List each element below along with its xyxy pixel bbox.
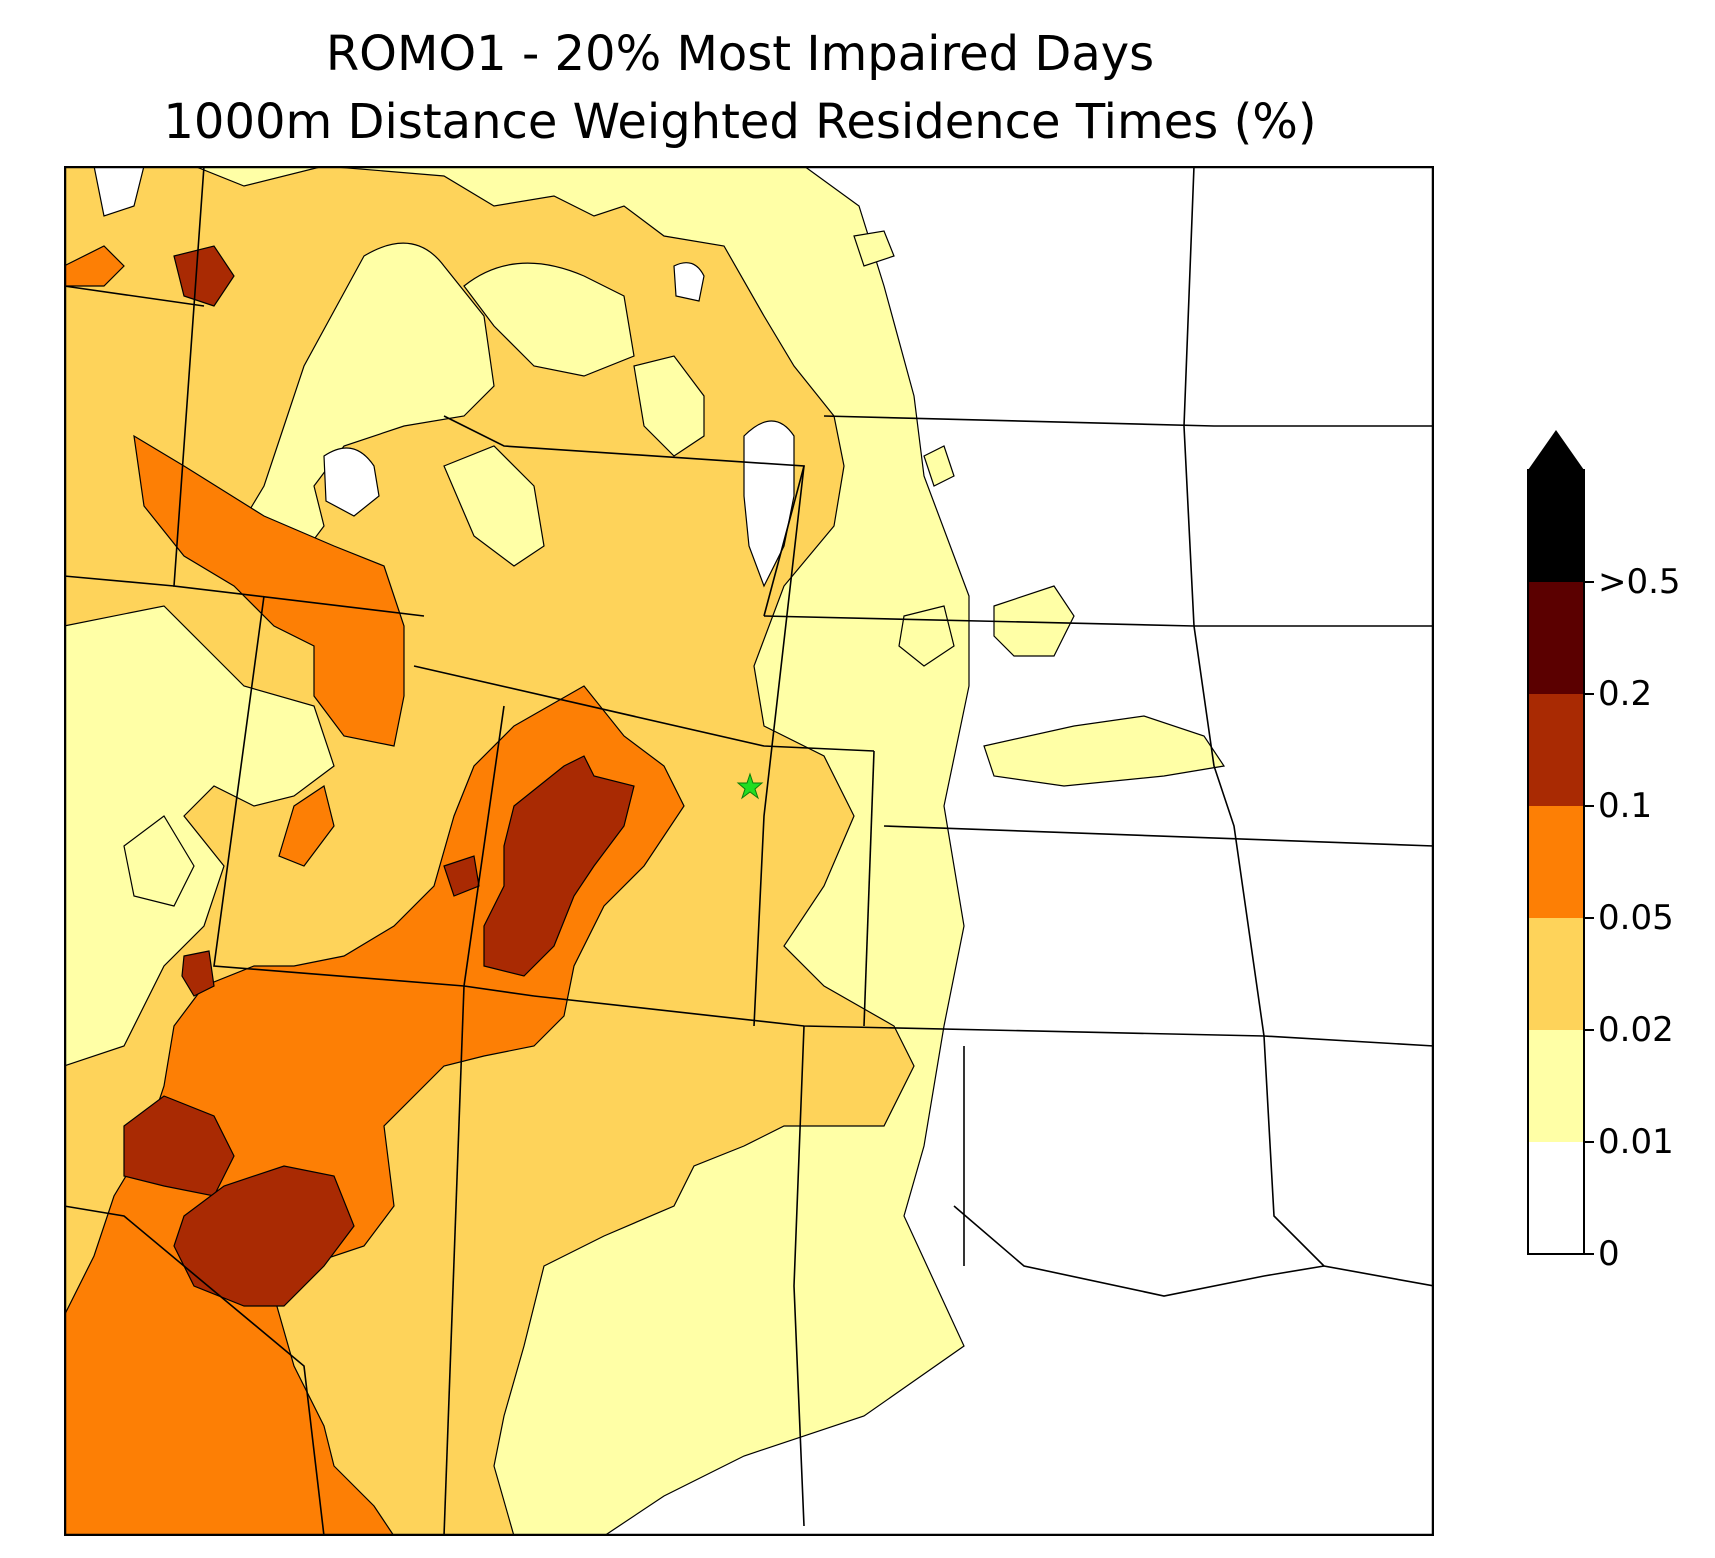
- state-boundaries: [64, 166, 1434, 1536]
- colorbar-tick-label: 0: [1598, 1234, 1620, 1274]
- contour-0.1-0.2: [181, 950, 215, 997]
- colorbar-tick-label: 0.1: [1598, 786, 1653, 826]
- contour-0-0.01: [673, 262, 705, 302]
- residence-time-map: [64, 166, 1434, 1536]
- colorbar-segment: [1528, 918, 1584, 1030]
- colorbar-tick-label: >0.5: [1598, 562, 1681, 602]
- colorbar-segment: [1528, 1142, 1584, 1254]
- colorbar-segment: [1528, 470, 1584, 582]
- colorbar-frame: [1527, 469, 1585, 1255]
- contour-0.01-0.02: [443, 445, 545, 567]
- colorbar: [1527, 430, 1594, 1255]
- colorbar-tick-label: 0.05: [1598, 898, 1674, 938]
- contour-0.05-0.1: [133, 434, 405, 747]
- map-title-line2: 1000m Distance Weighted Residence Times …: [163, 94, 1317, 150]
- contour-0.1-0.2: [173, 245, 235, 307]
- colorbar-tick-label: 0.02: [1598, 1010, 1674, 1050]
- contour-0.05-0.1: [64, 245, 125, 287]
- contour-0.05-0.1: [278, 785, 335, 867]
- contour-0.01-0.02: [923, 445, 955, 487]
- contour-0.01-0.02: [463, 262, 635, 377]
- colorbar-segment: [1528, 1030, 1584, 1142]
- contour-0.01-0.02: [64, 605, 335, 1067]
- colorbar-segment: [1528, 582, 1584, 694]
- contour-0.01-0.02: [993, 585, 1075, 657]
- contour-0.1-0.2: [173, 1165, 355, 1307]
- contour-0-0.01: [323, 447, 380, 517]
- receptor-star-icon: [736, 772, 764, 800]
- colorbar-extend-arrow: [1528, 430, 1584, 470]
- contour-0.1-0.2: [123, 1095, 235, 1197]
- contour-0-0.01: [93, 166, 145, 217]
- contour-0.01-0.02: [853, 230, 895, 267]
- contour-0.01-0.02: [633, 355, 705, 457]
- contour-0.1-0.2: [483, 755, 635, 977]
- contour-0.01-0.02: [983, 715, 1226, 787]
- colorbar-tick-label: 0.2: [1598, 674, 1653, 714]
- colorbar-segment: [1528, 806, 1584, 918]
- map-frame: [64, 166, 1434, 1536]
- colorbar-segment: [1528, 694, 1584, 806]
- contour-0.01-0.02: [898, 605, 955, 667]
- contour-0.01-0.02: [123, 815, 195, 907]
- colorbar-tick-label: 0.01: [1598, 1122, 1674, 1162]
- map-title-line1: ROMO1 - 20% Most Impaired Days: [325, 26, 1155, 82]
